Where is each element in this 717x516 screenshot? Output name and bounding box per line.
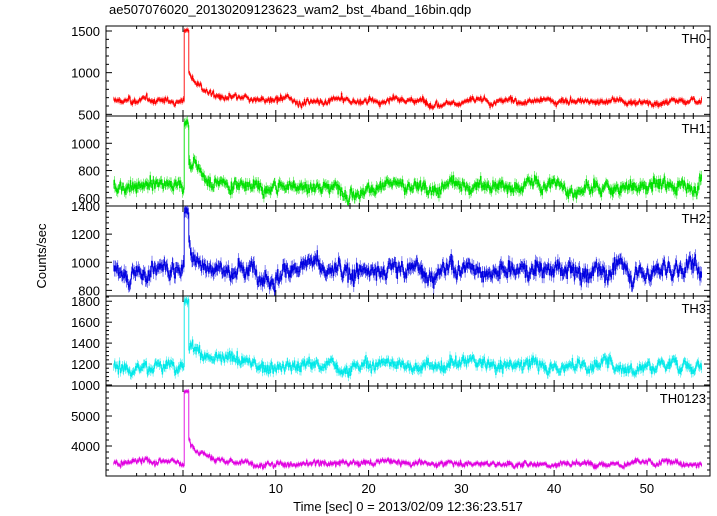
series-th0123: [113, 389, 702, 471]
y-tick-label: 1000: [71, 66, 100, 81]
x-tick-label: 40: [547, 481, 561, 496]
y-tick-label: 1000: [71, 255, 100, 270]
series-th0: [113, 27, 702, 111]
x-tick-label: 50: [640, 481, 654, 496]
x-axis-title: Time [sec] 0 = 2013/02/09 12:36:23.517: [293, 499, 523, 514]
y-tick-label: 1000: [71, 136, 100, 151]
panel-label-th3: TH3: [681, 301, 706, 316]
y-tick-label: 1200: [71, 227, 100, 242]
y-tick-label: 800: [78, 164, 100, 179]
y-tick-label: 1400: [71, 336, 100, 351]
error-bars-th0123: [113, 389, 702, 471]
y-tick-label: 1200: [71, 357, 100, 372]
panel-frame-th2: [105, 205, 711, 297]
series-line-th0123: [113, 390, 702, 470]
panel-label-th1: TH1: [681, 121, 706, 136]
error-bars-th1: [113, 116, 702, 206]
series-line-th1: [113, 119, 702, 205]
x-tick-label: 10: [269, 481, 283, 496]
x-tick-label: 0: [179, 481, 186, 496]
y-tick-label: 1500: [71, 24, 100, 39]
panel-frame-th0123: [105, 385, 711, 477]
panel-label-th0: TH0: [681, 31, 706, 46]
y-tick-label: 800: [78, 283, 100, 298]
y-tick-label: 1000: [71, 378, 100, 393]
x-tick-label: 30: [454, 481, 468, 496]
y-tick-label: 4000: [71, 439, 100, 454]
panel-frame-th0: [105, 25, 711, 117]
series-th2: [113, 206, 702, 296]
panel-label-th0123: TH0123: [660, 391, 706, 406]
series-line-th2: [113, 207, 702, 293]
y-tick-label: 1800: [71, 294, 100, 309]
y-axis-title: Counts/sec: [34, 223, 49, 289]
error-bars-th2: [113, 206, 702, 296]
series-th3: [113, 296, 702, 382]
y-tick-label: 5000: [71, 409, 100, 424]
x-tick-label: 20: [361, 481, 375, 496]
y-tick-label: 500: [78, 107, 100, 122]
panel-label-th2: TH2: [681, 211, 706, 226]
y-tick-label: 1400: [71, 199, 100, 214]
y-tick-label: 600: [78, 191, 100, 206]
series-line-th3: [113, 298, 702, 378]
y-tick-label: 1600: [71, 315, 100, 330]
series-th1: [113, 116, 702, 206]
chart-title: ae507076020_20130209123623_wam2_bst_4ban…: [109, 2, 471, 17]
series-line-th0: [113, 28, 702, 109]
